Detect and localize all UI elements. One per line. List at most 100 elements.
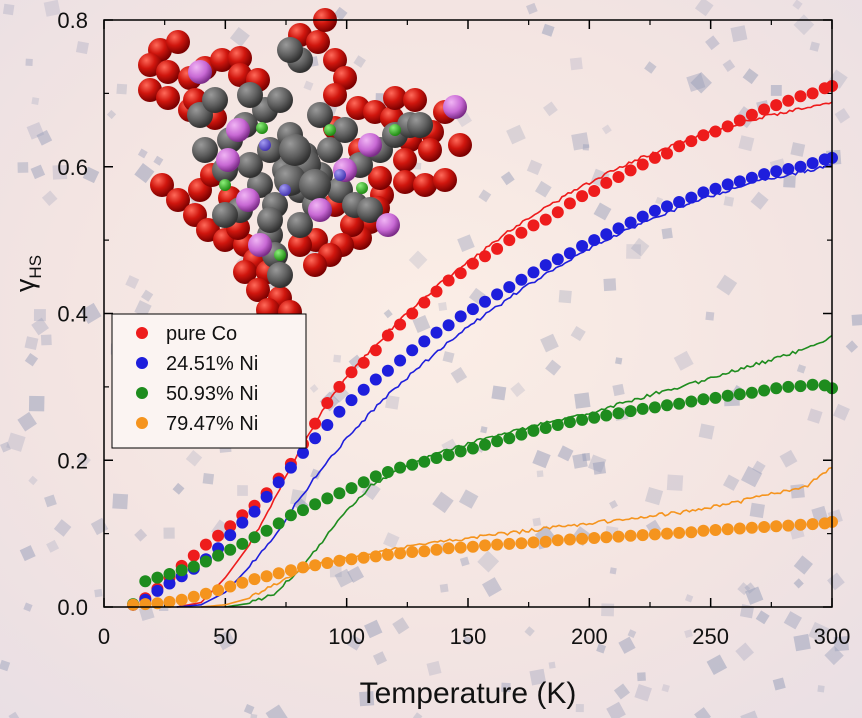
data-point-4 bbox=[199, 587, 212, 600]
texture-square bbox=[655, 196, 664, 205]
data-point-3 bbox=[187, 560, 200, 573]
data-point-2 bbox=[551, 253, 564, 266]
data-point-2 bbox=[600, 228, 613, 241]
atom-oxygen bbox=[403, 88, 427, 112]
data-point-1 bbox=[430, 285, 443, 298]
data-point-3 bbox=[527, 424, 540, 437]
data-point-1 bbox=[636, 158, 649, 171]
data-point-1 bbox=[466, 257, 479, 270]
data-point-1 bbox=[624, 164, 637, 177]
texture-square bbox=[606, 701, 626, 718]
texture-square bbox=[571, 132, 590, 151]
atom-oxygen bbox=[306, 30, 330, 54]
texture-square bbox=[824, 645, 844, 666]
texture-square bbox=[112, 493, 129, 510]
atom-cobalt bbox=[259, 139, 271, 151]
atom-oxygen bbox=[166, 188, 190, 212]
data-point-2 bbox=[272, 476, 285, 489]
data-point-2 bbox=[806, 157, 819, 170]
texture-square bbox=[41, 190, 58, 207]
texture-square bbox=[364, 619, 383, 639]
texture-square bbox=[772, 677, 786, 691]
data-point-4 bbox=[600, 531, 613, 544]
texture-square bbox=[808, 621, 830, 643]
legend-marker-1 bbox=[136, 327, 148, 339]
texture-square bbox=[705, 35, 720, 51]
data-point-4 bbox=[163, 595, 176, 608]
data-point-4 bbox=[709, 524, 722, 536]
texture-square bbox=[532, 449, 551, 469]
texture-square bbox=[333, 354, 342, 363]
texture-square bbox=[558, 289, 572, 304]
data-point-2 bbox=[381, 364, 394, 377]
data-point-3 bbox=[333, 487, 346, 500]
data-point-3 bbox=[454, 445, 467, 458]
data-point-2 bbox=[527, 266, 540, 279]
texture-square bbox=[392, 617, 410, 635]
data-point-2 bbox=[163, 577, 176, 590]
atom-carbon bbox=[287, 212, 313, 238]
data-point-3 bbox=[321, 492, 334, 505]
texture-square bbox=[575, 703, 584, 713]
atom-carbon bbox=[257, 207, 283, 233]
atom-metal bbox=[376, 213, 400, 237]
data-point-4 bbox=[648, 528, 661, 541]
atom-nitrogen bbox=[219, 179, 231, 191]
data-point-4 bbox=[612, 530, 625, 543]
data-point-1 bbox=[309, 417, 322, 430]
texture-square bbox=[532, 517, 542, 527]
legend-marker-3 bbox=[136, 387, 148, 399]
texture-square bbox=[202, 473, 215, 485]
texture-square bbox=[740, 465, 763, 488]
data-point-3 bbox=[503, 432, 516, 445]
texture-square bbox=[722, 59, 736, 72]
texture-square bbox=[706, 654, 728, 676]
texture-square bbox=[491, 385, 507, 401]
data-point-4 bbox=[321, 557, 334, 569]
legend-label-3: 50.93% Ni bbox=[166, 383, 258, 405]
data-point-1 bbox=[661, 147, 673, 160]
data-point-3 bbox=[600, 409, 613, 422]
texture-square bbox=[613, 683, 630, 700]
data-point-4 bbox=[248, 573, 261, 586]
texture-square bbox=[666, 474, 684, 491]
data-point-1 bbox=[381, 329, 394, 342]
legend-marker-2 bbox=[136, 357, 148, 369]
data-point-1 bbox=[503, 234, 516, 247]
data-point-3 bbox=[442, 449, 455, 462]
data-point-3 bbox=[284, 509, 297, 522]
data-point-2 bbox=[442, 319, 455, 332]
x-tick-label: 200 bbox=[571, 624, 608, 649]
y-tick-label: 0.0 bbox=[57, 595, 88, 620]
data-point-3 bbox=[745, 386, 758, 399]
data-point-3 bbox=[491, 435, 504, 448]
texture-square bbox=[749, 502, 765, 519]
data-point-4 bbox=[260, 570, 273, 583]
data-point-4 bbox=[733, 522, 746, 535]
data-point-3 bbox=[394, 461, 407, 474]
texture-square bbox=[457, 234, 475, 252]
data-point-1 bbox=[527, 219, 540, 232]
texture-square bbox=[372, 651, 387, 666]
data-point-2 bbox=[466, 303, 479, 316]
data-point-1 bbox=[418, 296, 431, 309]
texture-square bbox=[215, 630, 236, 651]
atom-metal bbox=[226, 118, 250, 142]
data-point-2 bbox=[284, 461, 297, 474]
atom-cobalt bbox=[334, 169, 346, 181]
data-point-4 bbox=[661, 527, 673, 540]
texture-square bbox=[723, 196, 735, 207]
atom-carbon bbox=[237, 152, 263, 178]
texture-square bbox=[82, 166, 100, 184]
data-point-4 bbox=[127, 598, 140, 611]
atom-oxygen bbox=[340, 213, 364, 237]
texture-square bbox=[541, 23, 555, 37]
texture-square bbox=[172, 482, 185, 495]
texture-square bbox=[163, 527, 175, 539]
texture-square bbox=[793, 633, 811, 652]
texture-square bbox=[690, 71, 712, 94]
data-point-3 bbox=[139, 575, 152, 588]
data-point-2 bbox=[648, 204, 661, 217]
texture-square bbox=[524, 626, 535, 637]
